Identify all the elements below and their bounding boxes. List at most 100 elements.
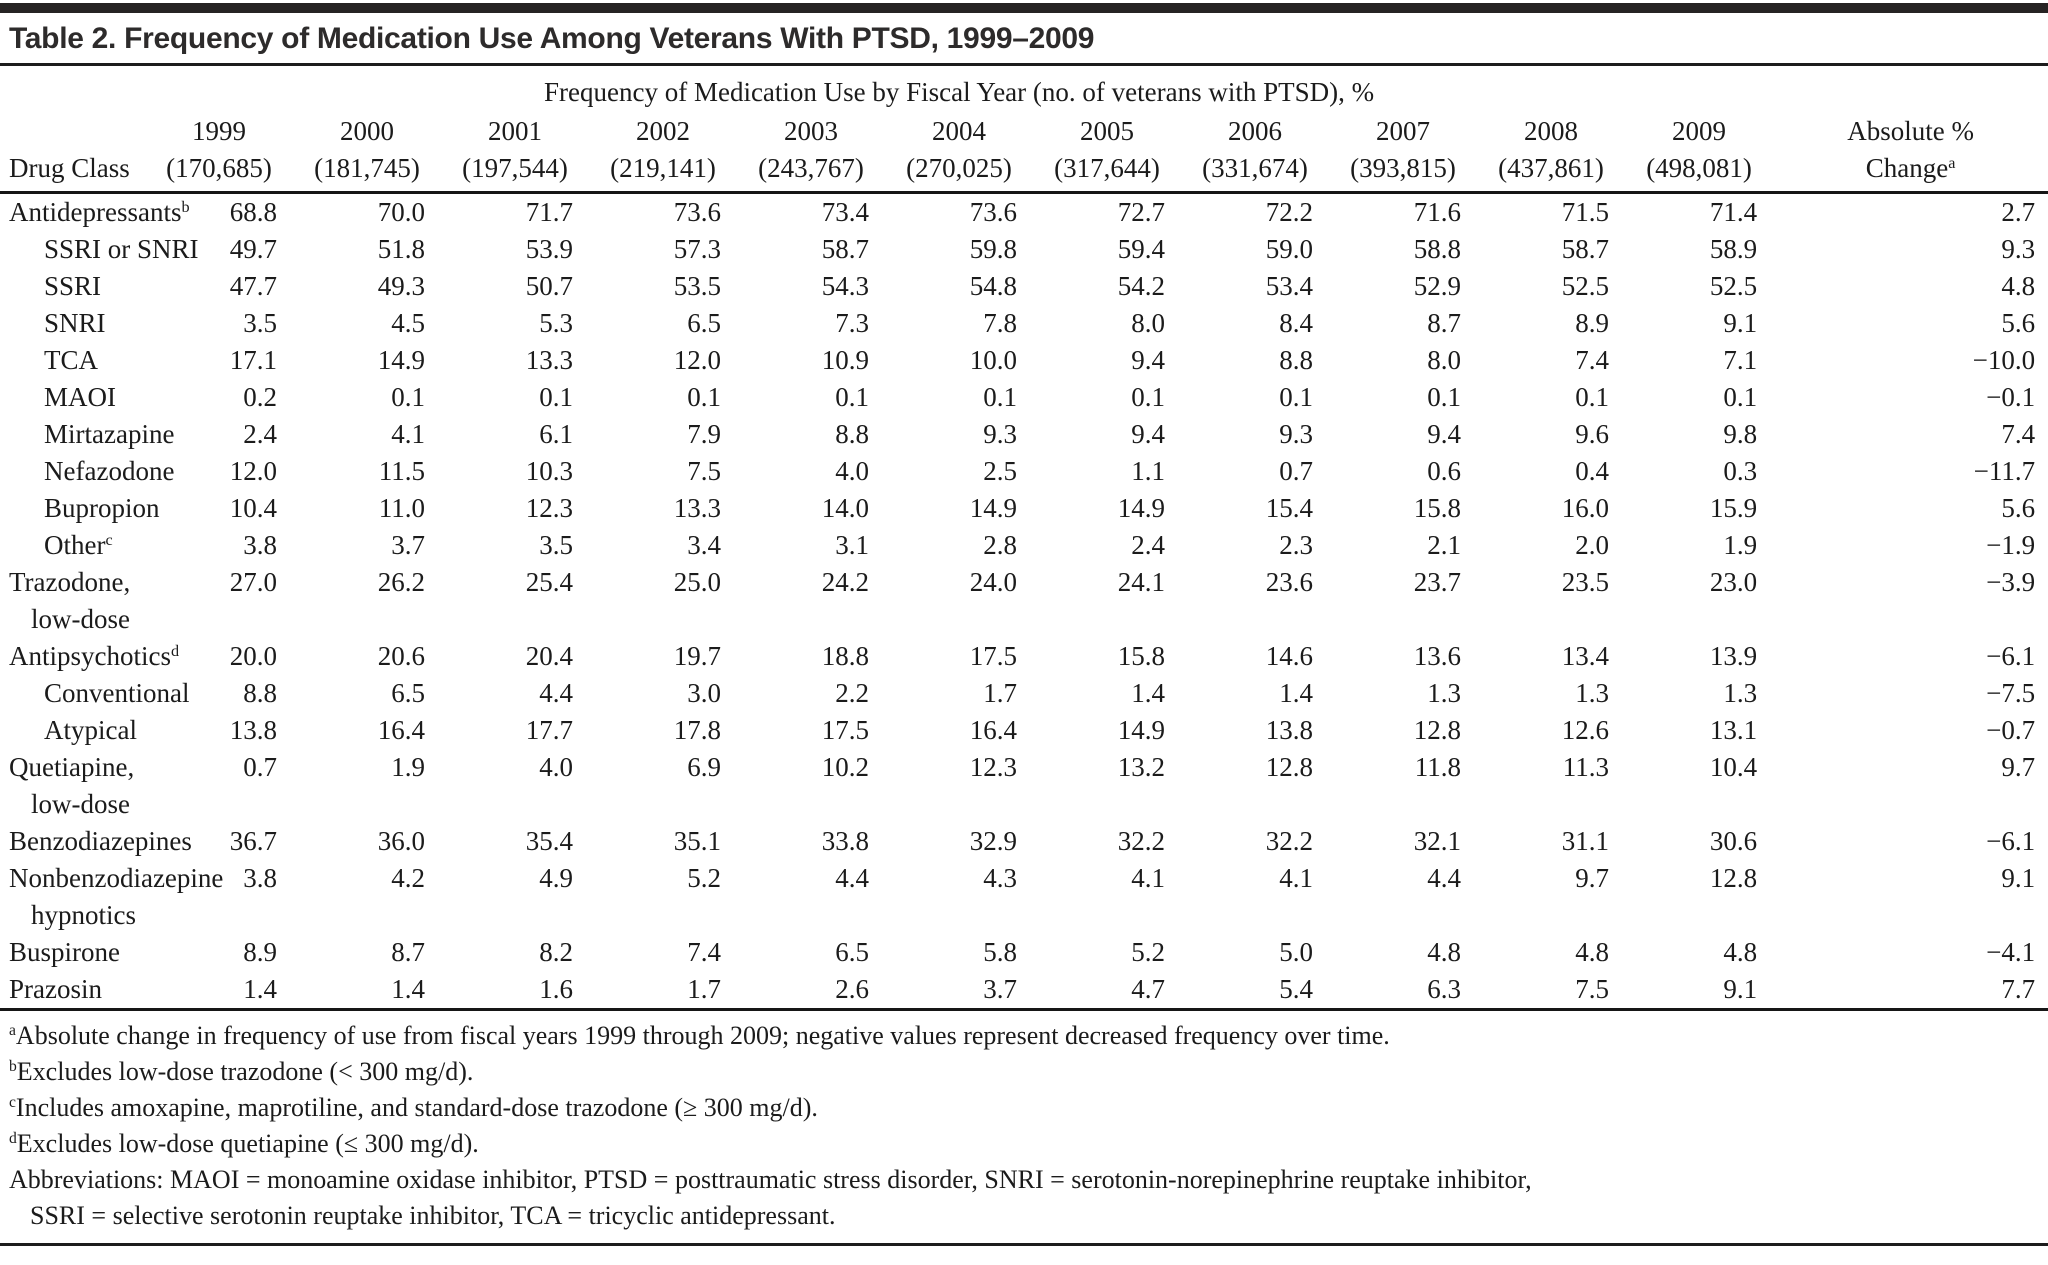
value-cell: 71.7 [525, 197, 573, 227]
change-cell: 9.3 [2001, 234, 2036, 264]
value-cell: 9.6 [1575, 419, 1609, 449]
value-cell: 18.8 [821, 641, 869, 671]
change-cell: −0.1 [1986, 382, 2036, 412]
value-cell: 4.1 [1279, 863, 1313, 893]
col-header-year-2006: 2006 (331,674) [1181, 113, 1329, 194]
value-cell: 0.2 [243, 382, 277, 412]
value-cell: 24.2 [821, 567, 869, 597]
value-cell: 59.4 [1117, 234, 1165, 264]
value-cell: 9.1 [1723, 308, 1758, 338]
value-cell: 0.7 [243, 752, 277, 782]
change-cell: −0.7 [1986, 715, 2036, 745]
drug-class-cell: Prazosin [0, 971, 145, 1011]
value-cell: 0.6 [1427, 456, 1461, 486]
value-cell: 9.1 [1625, 971, 1774, 1011]
value-cell: 4.9 [539, 863, 573, 893]
value-cell: 3.0 [687, 678, 721, 708]
drug-class-cell: SSRI [44, 271, 102, 301]
table-row: Nefazodone 12.0 11.5 10.3 7.5 4.0 2.5 1.1 0.7 0.6… [0, 453, 2048, 490]
value-cell: 32.9 [969, 826, 1017, 856]
value-cell: 4.8 [1575, 937, 1609, 967]
value-cell: 9.7 [1575, 863, 1609, 893]
change-cell: −3.9 [1986, 567, 2036, 597]
value-cell: 32.1 [1413, 826, 1461, 856]
value-cell: 1.4 [293, 971, 441, 1011]
value-cell: 71.4 [1709, 197, 1758, 227]
table-row: Atypical 13.8 16.4 17.7 17.8 17.5 16.4 14.9 13.8… [0, 712, 2048, 749]
change-cell: −7.5 [1986, 678, 2036, 708]
value-cell: 17.5 [821, 715, 869, 745]
value-cell: 53.9 [525, 234, 573, 264]
value-cell: 3.8 [243, 530, 277, 560]
table-row: SSRI 47.7 49.3 50.7 53.5 54.3 54.8 54.2 53.4 52.9… [0, 268, 2048, 305]
value-cell: 73.6 [969, 197, 1017, 227]
value-cell: 13.3 [525, 345, 573, 375]
col-header-year-2005: 2005 (317,644) [1033, 113, 1181, 194]
value-cell: 72.2 [1265, 197, 1313, 227]
value-cell: 6.5 [687, 308, 721, 338]
change-cell: −11.7 [1973, 456, 2036, 486]
value-cell: 0.1 [1575, 382, 1609, 412]
value-cell: 15.4 [1265, 493, 1313, 523]
value-cell: 4.4 [835, 863, 869, 893]
value-cell: 30.6 [1709, 826, 1758, 856]
value-cell: 14.9 [1117, 715, 1165, 745]
value-cell: 2.1 [1427, 530, 1461, 560]
table-row: Benzodiazepines 36.7 36.0 35.4 35.1 33.8 32.9 3… [0, 823, 2048, 860]
table-row: SSRI or SNRI 49.7 51.8 53.9 57.3 58.7 59.8 59.4… [0, 231, 2048, 268]
column-header-row: Drug Class 1999 (170,685) 2000 (181,745) 200… [0, 113, 2048, 194]
value-cell: 20.0 [229, 641, 277, 671]
value-cell: 17.5 [969, 641, 1017, 671]
value-cell: 71.6 [1413, 197, 1461, 227]
value-cell: 7.4 [1575, 345, 1609, 375]
change-cell: −10.0 [1972, 345, 2036, 375]
value-cell: 0.1 [983, 382, 1017, 412]
value-cell: 15.8 [1117, 641, 1165, 671]
col-header-year-2009: 2009 (498,081) [1625, 113, 1774, 194]
value-cell: 17.1 [229, 345, 277, 375]
footnote-marker-c: c [105, 531, 113, 550]
drug-class-cell: Quetiapine, low-dose [9, 752, 135, 819]
value-cell: 11.0 [378, 493, 425, 523]
value-cell: 16.4 [377, 715, 425, 745]
value-cell: 8.8 [835, 419, 869, 449]
col-header-year-1999: 1999 (170,685) [145, 113, 293, 194]
table-row: TCA 17.1 14.9 13.3 12.0 10.9 10.0 9.4 8.8 8.0 7.4 7… [0, 342, 2048, 379]
value-cell: 8.2 [539, 937, 573, 967]
value-cell: 24.0 [969, 567, 1017, 597]
table-row: Nonbenzodiazepine hypnotics 3.8 4.2 4.9 5.2 4.… [0, 860, 2048, 934]
table-top-bar [0, 3, 2048, 13]
value-cell: 0.1 [1723, 382, 1758, 412]
drug-class-cell: Otherc [44, 530, 113, 560]
col-header-year-2000: 2000 (181,745) [293, 113, 441, 194]
value-cell: 4.5 [391, 308, 425, 338]
value-cell: 17.7 [525, 715, 573, 745]
value-cell: 3.8 [243, 863, 277, 893]
value-cell: 8.8 [1279, 345, 1313, 375]
value-cell: 52.5 [1709, 271, 1758, 301]
value-cell: 0.3 [1723, 456, 1758, 486]
value-cell: 32.2 [1117, 826, 1165, 856]
footnote-b: bExcludes low-dose trazodone (< 300 mg/d… [9, 1057, 474, 1086]
drug-class-cell: Antipsychoticsd [9, 641, 180, 671]
value-cell: 4.3 [983, 863, 1017, 893]
value-cell: 4.8 [1723, 937, 1758, 967]
table-row: MAOI 0.2 0.1 0.1 0.1 0.1 0.1 0.1 0.1 0.1 0.1 0.1 −0.… [0, 379, 2048, 416]
value-cell: 7.4 [687, 937, 721, 967]
value-cell: 0.1 [1131, 382, 1165, 412]
table-row: Otherc 3.8 3.7 3.5 3.4 3.1 2.8 2.4 2.3 2.1 2.0 1.9 −… [0, 527, 2048, 564]
value-cell: 11.8 [1414, 752, 1461, 782]
col-header-year-2001: 2001 (197,544) [441, 113, 589, 194]
value-cell: 10.4 [1709, 752, 1758, 782]
value-cell: 4.4 [1427, 863, 1461, 893]
value-cell: 9.3 [1279, 419, 1313, 449]
value-cell: 10.2 [821, 752, 869, 782]
drug-class-cell: Conventional [44, 678, 190, 708]
value-cell: 13.2 [1117, 752, 1165, 782]
value-cell: 1.3 [1575, 678, 1609, 708]
value-cell: 25.4 [525, 567, 573, 597]
value-cell: 2.3 [1279, 530, 1313, 560]
value-cell: 3.5 [243, 308, 277, 338]
spanner-label: Frequency of Medication Use by Fiscal Ye… [544, 77, 1375, 107]
value-cell: 9.3 [983, 419, 1017, 449]
